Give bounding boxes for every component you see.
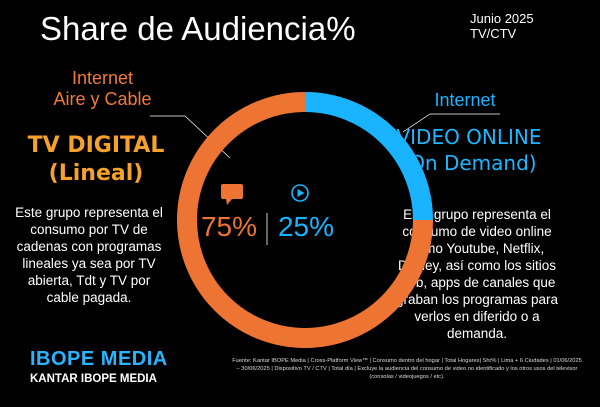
period-devices: TV/CTV <box>470 26 517 41</box>
share-donut-chart: 75% 25% <box>177 92 433 348</box>
period-month: Junio 2025 <box>470 11 534 26</box>
left-source-line2: Aire y Cable <box>53 89 152 109</box>
donut-slices <box>177 92 433 348</box>
donut-slice-tv-digital <box>177 92 433 348</box>
left-heading-line1: TV DIGITAL <box>27 133 165 158</box>
right-heading-line1: VIDEO ONLINE <box>396 125 542 149</box>
data-label-tv-digital: 75% <box>201 211 257 242</box>
left-segment-source: Internet Aire y Cable <box>30 68 175 110</box>
left-segment-heading: TV DIGITAL (Lineal) <box>10 132 182 188</box>
donut-slice-video-online <box>304 92 433 221</box>
right-segment-heading: VIDEO ONLINE (On Demand) <box>376 124 562 176</box>
left-segment-description: Este grupo representa el consumo por TV … <box>15 205 163 305</box>
data-label-video-online: 25% <box>278 211 334 242</box>
page-title: Share de Audiencia% <box>40 10 356 47</box>
period-label: Junio 2025 TV/CTV <box>470 11 534 41</box>
right-segment-source: Internet <box>434 90 496 110</box>
source-note: Fuente: Kantar IBOPE Media | Cross-Platf… <box>232 358 582 380</box>
play-icon <box>291 184 309 202</box>
left-heading-line2: (Lineal) <box>48 161 144 186</box>
tv-icon <box>221 184 243 205</box>
right-leader-line <box>402 113 500 133</box>
right-heading-line2: (On Demand) <box>401 151 537 175</box>
right-segment-description: Este grupo representa el consumo de vide… <box>395 207 559 341</box>
left-source-line1: Internet <box>71 68 134 88</box>
brand-logo: IBOPE MEDIA <box>30 348 168 370</box>
sub-brand-logo: KANTAR IBOPE MEDIA <box>30 373 157 385</box>
